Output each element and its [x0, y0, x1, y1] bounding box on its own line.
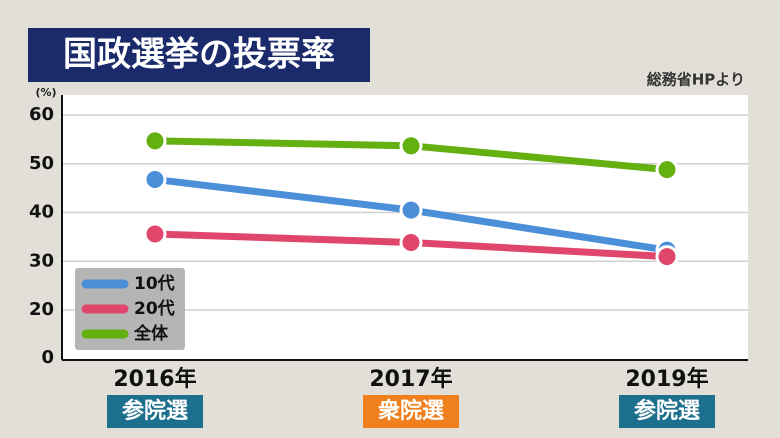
y-tick-label: 30: [29, 250, 54, 271]
source: 総務省HPより: [647, 71, 745, 89]
y-tick-label: 40: [29, 202, 54, 223]
election-label: 参院選: [122, 398, 188, 424]
y-axis-label: (%): [35, 86, 56, 99]
chart-title: 国政選挙の投票率: [63, 35, 335, 75]
legend-label: 20代: [134, 298, 175, 319]
title-box: [28, 28, 370, 82]
x-tick-label: 2016年: [113, 366, 196, 392]
y-tick-label: 50: [29, 153, 54, 174]
x-tick-label: 2017年: [369, 366, 452, 392]
y-tick-label: 20: [29, 299, 54, 320]
data-point: [399, 230, 423, 254]
y-baseline-label: 0: [41, 347, 54, 368]
data-point: [143, 222, 167, 246]
election-label: 衆院選: [378, 398, 444, 424]
election-badge: [107, 395, 203, 428]
data-point: [655, 158, 679, 182]
y-tick-label: 60: [29, 104, 54, 125]
data-point: [399, 198, 423, 222]
legend-label: 10代: [134, 273, 175, 294]
election-badge: [363, 395, 459, 428]
x-tick-label: 2019年: [625, 366, 708, 392]
election-badge: [619, 395, 715, 428]
data-point: [143, 167, 167, 191]
legend-label: 全体: [133, 323, 169, 344]
data-point: [143, 129, 167, 153]
data-point: [399, 134, 423, 158]
election-label: 参院選: [634, 398, 700, 424]
data-point: [655, 245, 679, 269]
